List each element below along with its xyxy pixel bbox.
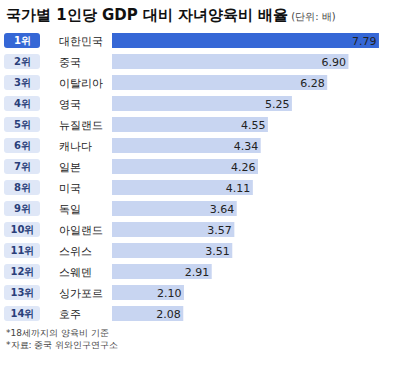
svg-text:스웨덴: 스웨덴 bbox=[59, 266, 92, 279]
svg-text:10위: 10위 bbox=[11, 224, 35, 235]
svg-text:싱가포르: 싱가포르 bbox=[59, 287, 103, 300]
svg-text:일본: 일본 bbox=[59, 161, 81, 174]
html-text:*자료: 중국 위와인구연구소: *자료: 중국 위와인구연구소 bbox=[6, 340, 119, 350]
svg-text:13위: 13위 bbox=[11, 287, 35, 298]
svg-text:4.34: 4.34 bbox=[234, 140, 259, 153]
svg-text:4.55: 4.55 bbox=[241, 119, 266, 132]
svg-text:3.51: 3.51 bbox=[205, 245, 230, 258]
svg-text:14위: 14위 bbox=[11, 308, 35, 319]
svg-text:6.28: 6.28 bbox=[300, 77, 325, 90]
svg-text:7위: 7위 bbox=[14, 161, 31, 172]
svg-text:중국: 중국 bbox=[59, 56, 81, 69]
svg-text:2.10: 2.10 bbox=[157, 287, 182, 300]
svg-text:호주: 호주 bbox=[59, 308, 81, 321]
html-text:*18세까지의 양육비 기준: *18세까지의 양육비 기준 bbox=[6, 328, 109, 338]
svg-text:12위: 12위 bbox=[11, 266, 35, 277]
svg-text:3위: 3위 bbox=[14, 77, 31, 88]
svg-text:3.57: 3.57 bbox=[207, 224, 232, 237]
html-text:국가별 1인당 GDP 대비 자녀양육비 배율(단위: 배): 국가별 1인당 GDP 대비 자녀양육비 배율(단위: 배) bbox=[6, 6, 336, 24]
svg-text:5.25: 5.25 bbox=[265, 98, 290, 111]
svg-text:아일랜드: 아일랜드 bbox=[59, 224, 103, 237]
svg-text:2.91: 2.91 bbox=[185, 266, 210, 279]
svg-text:5위: 5위 bbox=[14, 119, 31, 130]
svg-text:6위: 6위 bbox=[14, 140, 31, 151]
svg-text:1위: 1위 bbox=[14, 35, 31, 46]
svg-text:영국: 영국 bbox=[59, 98, 81, 111]
svg-text:3.64: 3.64 bbox=[210, 203, 235, 216]
svg-text:독일: 독일 bbox=[59, 203, 81, 216]
svg-text:4.11: 4.11 bbox=[226, 182, 251, 195]
svg-text:4.26: 4.26 bbox=[231, 161, 256, 174]
svg-text:2.08: 2.08 bbox=[156, 308, 181, 321]
svg-text:7.79: 7.79 bbox=[352, 35, 377, 48]
svg-text:스위스: 스위스 bbox=[59, 245, 92, 258]
svg-text:미국: 미국 bbox=[59, 182, 81, 195]
svg-text:9위: 9위 bbox=[14, 203, 31, 214]
svg-text:이탈리아: 이탈리아 bbox=[59, 77, 103, 90]
svg-text:4위: 4위 bbox=[14, 98, 31, 109]
svg-text:2위: 2위 bbox=[14, 56, 31, 67]
svg-text:8위: 8위 bbox=[14, 182, 31, 193]
svg-text:뉴질랜드: 뉴질랜드 bbox=[59, 119, 103, 132]
svg-text:대한민국: 대한민국 bbox=[59, 35, 103, 48]
svg-text:6.90: 6.90 bbox=[321, 56, 346, 69]
svg-text:캐나다: 캐나다 bbox=[59, 140, 92, 153]
svg-text:11위: 11위 bbox=[11, 245, 35, 256]
